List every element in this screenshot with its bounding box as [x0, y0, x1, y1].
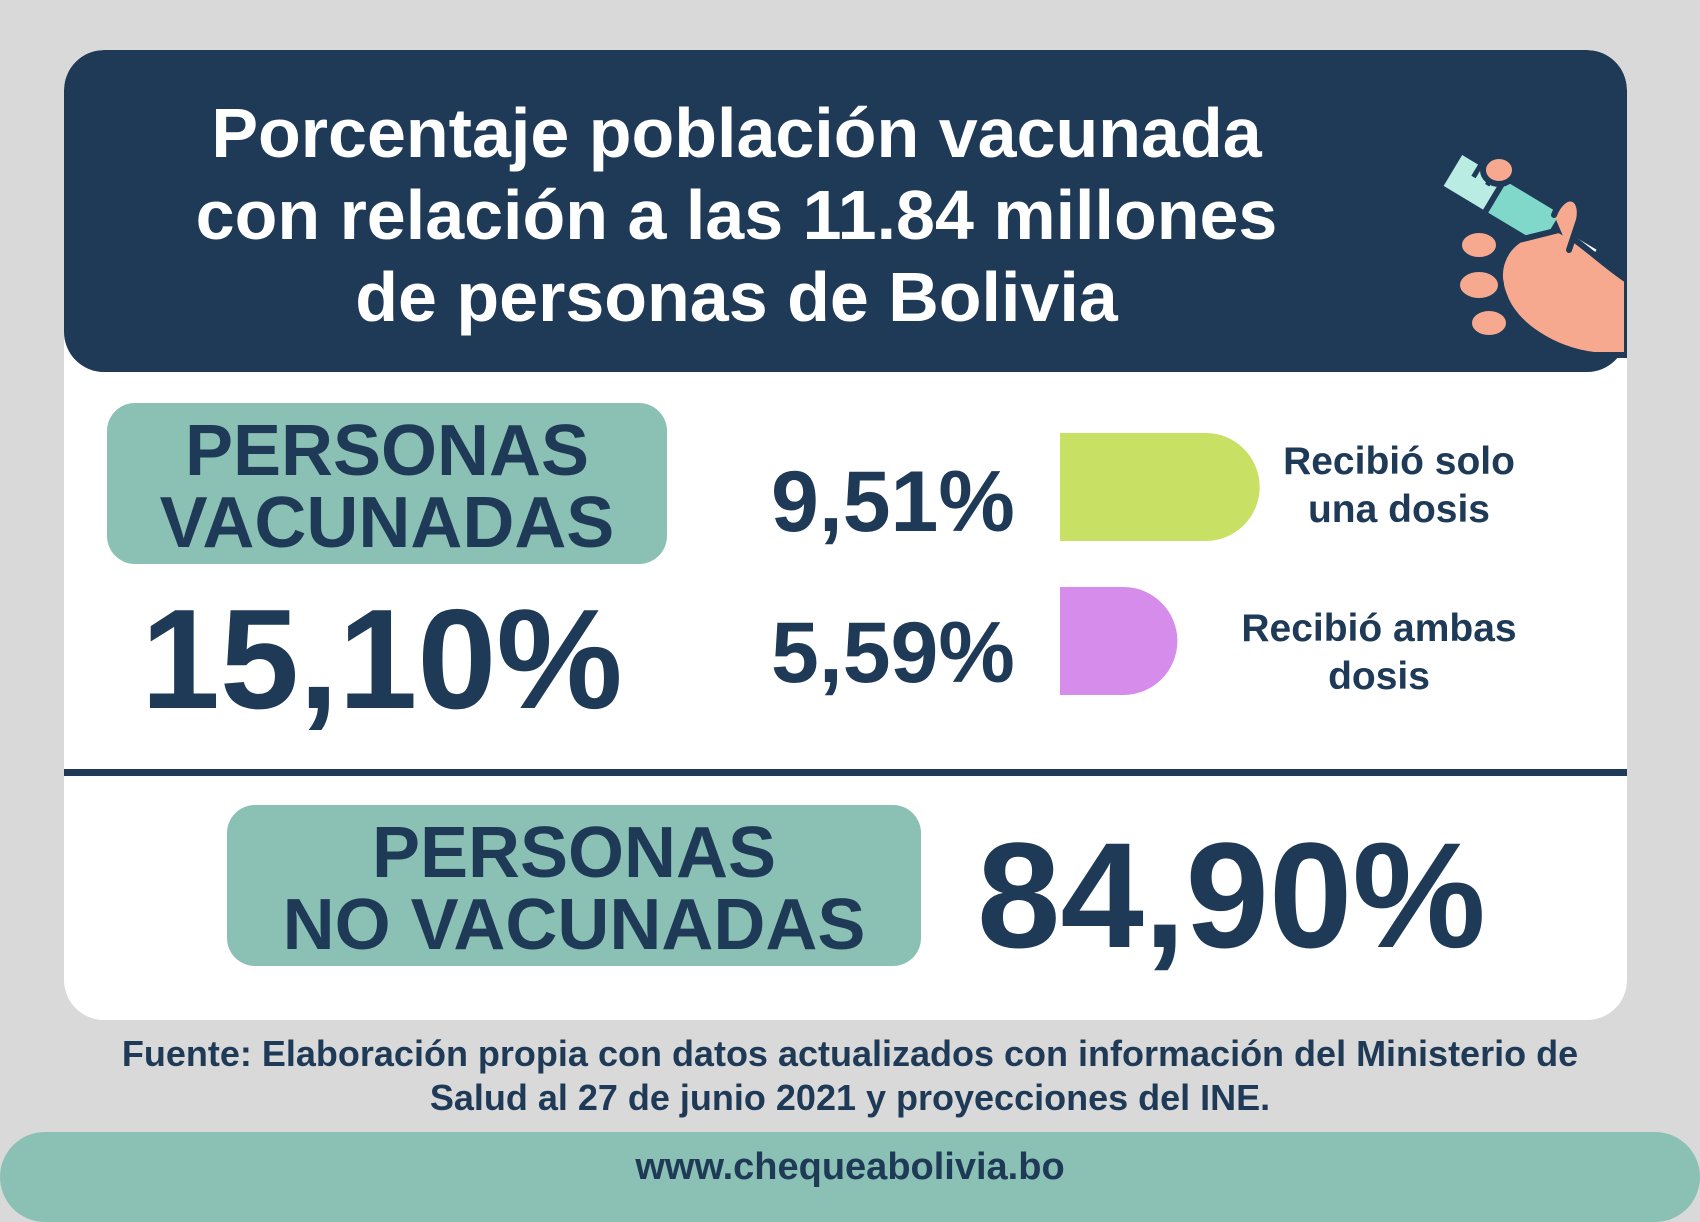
vaccinated-total: 15,10% — [141, 580, 623, 739]
syringe-hand-icon — [1371, 122, 1627, 358]
not-vaccinated-label-line-2: NO VACUNADAS — [282, 885, 866, 965]
not-vaccinated-label-line-1: PERSONAS — [371, 813, 777, 893]
footer-bar: www.chequeabolivia.bo — [0, 1132, 1700, 1222]
category-label-one-dose-line-2: una dosis — [1307, 488, 1491, 531]
vaccinated-label-line-2: VACUNADAS — [159, 483, 615, 563]
dose-chart — [1060, 433, 1260, 695]
category-label-one-dose-line-1: Recibió solo — [1283, 440, 1515, 483]
bar-two-doses — [1060, 587, 1178, 695]
vaccinated-label-line-1: PERSONAS — [184, 411, 590, 491]
not-vaccinated-total: 84,90% — [977, 811, 1486, 979]
infographic-card: Porcentaje población vacunada con relaci… — [64, 50, 1627, 1020]
title-line-1: Porcentaje población vacunada — [211, 94, 1262, 172]
title-line-3: de personas de Bolivia — [355, 258, 1118, 336]
title-banner: Porcentaje población vacunada con relaci… — [64, 50, 1627, 372]
value-label-two-doses: 5,59% — [771, 605, 1015, 701]
value-label-one-dose: 9,51% — [771, 454, 1015, 550]
footer-url[interactable]: www.chequeabolivia.bo — [635, 1146, 1065, 1188]
source-line-1: Fuente: Elaboración propia con datos act… — [121, 1033, 1579, 1074]
vaccinated-label-box: PERSONAS VACUNADAS — [107, 403, 667, 564]
not-vaccinated-label-box: PERSONAS NO VACUNADAS — [227, 805, 921, 966]
title-line-2: con relación a las 11.84 millones — [195, 176, 1278, 254]
source-line-2: Salud al 27 de junio 2021 y proyecciones… — [429, 1077, 1271, 1118]
category-label-two-doses-line-1: Recibió ambas — [1241, 607, 1517, 650]
category-label-two-doses-line-2: dosis — [1328, 655, 1430, 698]
category-label-one-dose: Recibió solo una dosis — [1244, 438, 1554, 534]
bar-one-dose — [1060, 433, 1260, 541]
category-label-two-doses: Recibió ambas dosis — [1204, 605, 1554, 701]
section-divider — [64, 769, 1627, 776]
